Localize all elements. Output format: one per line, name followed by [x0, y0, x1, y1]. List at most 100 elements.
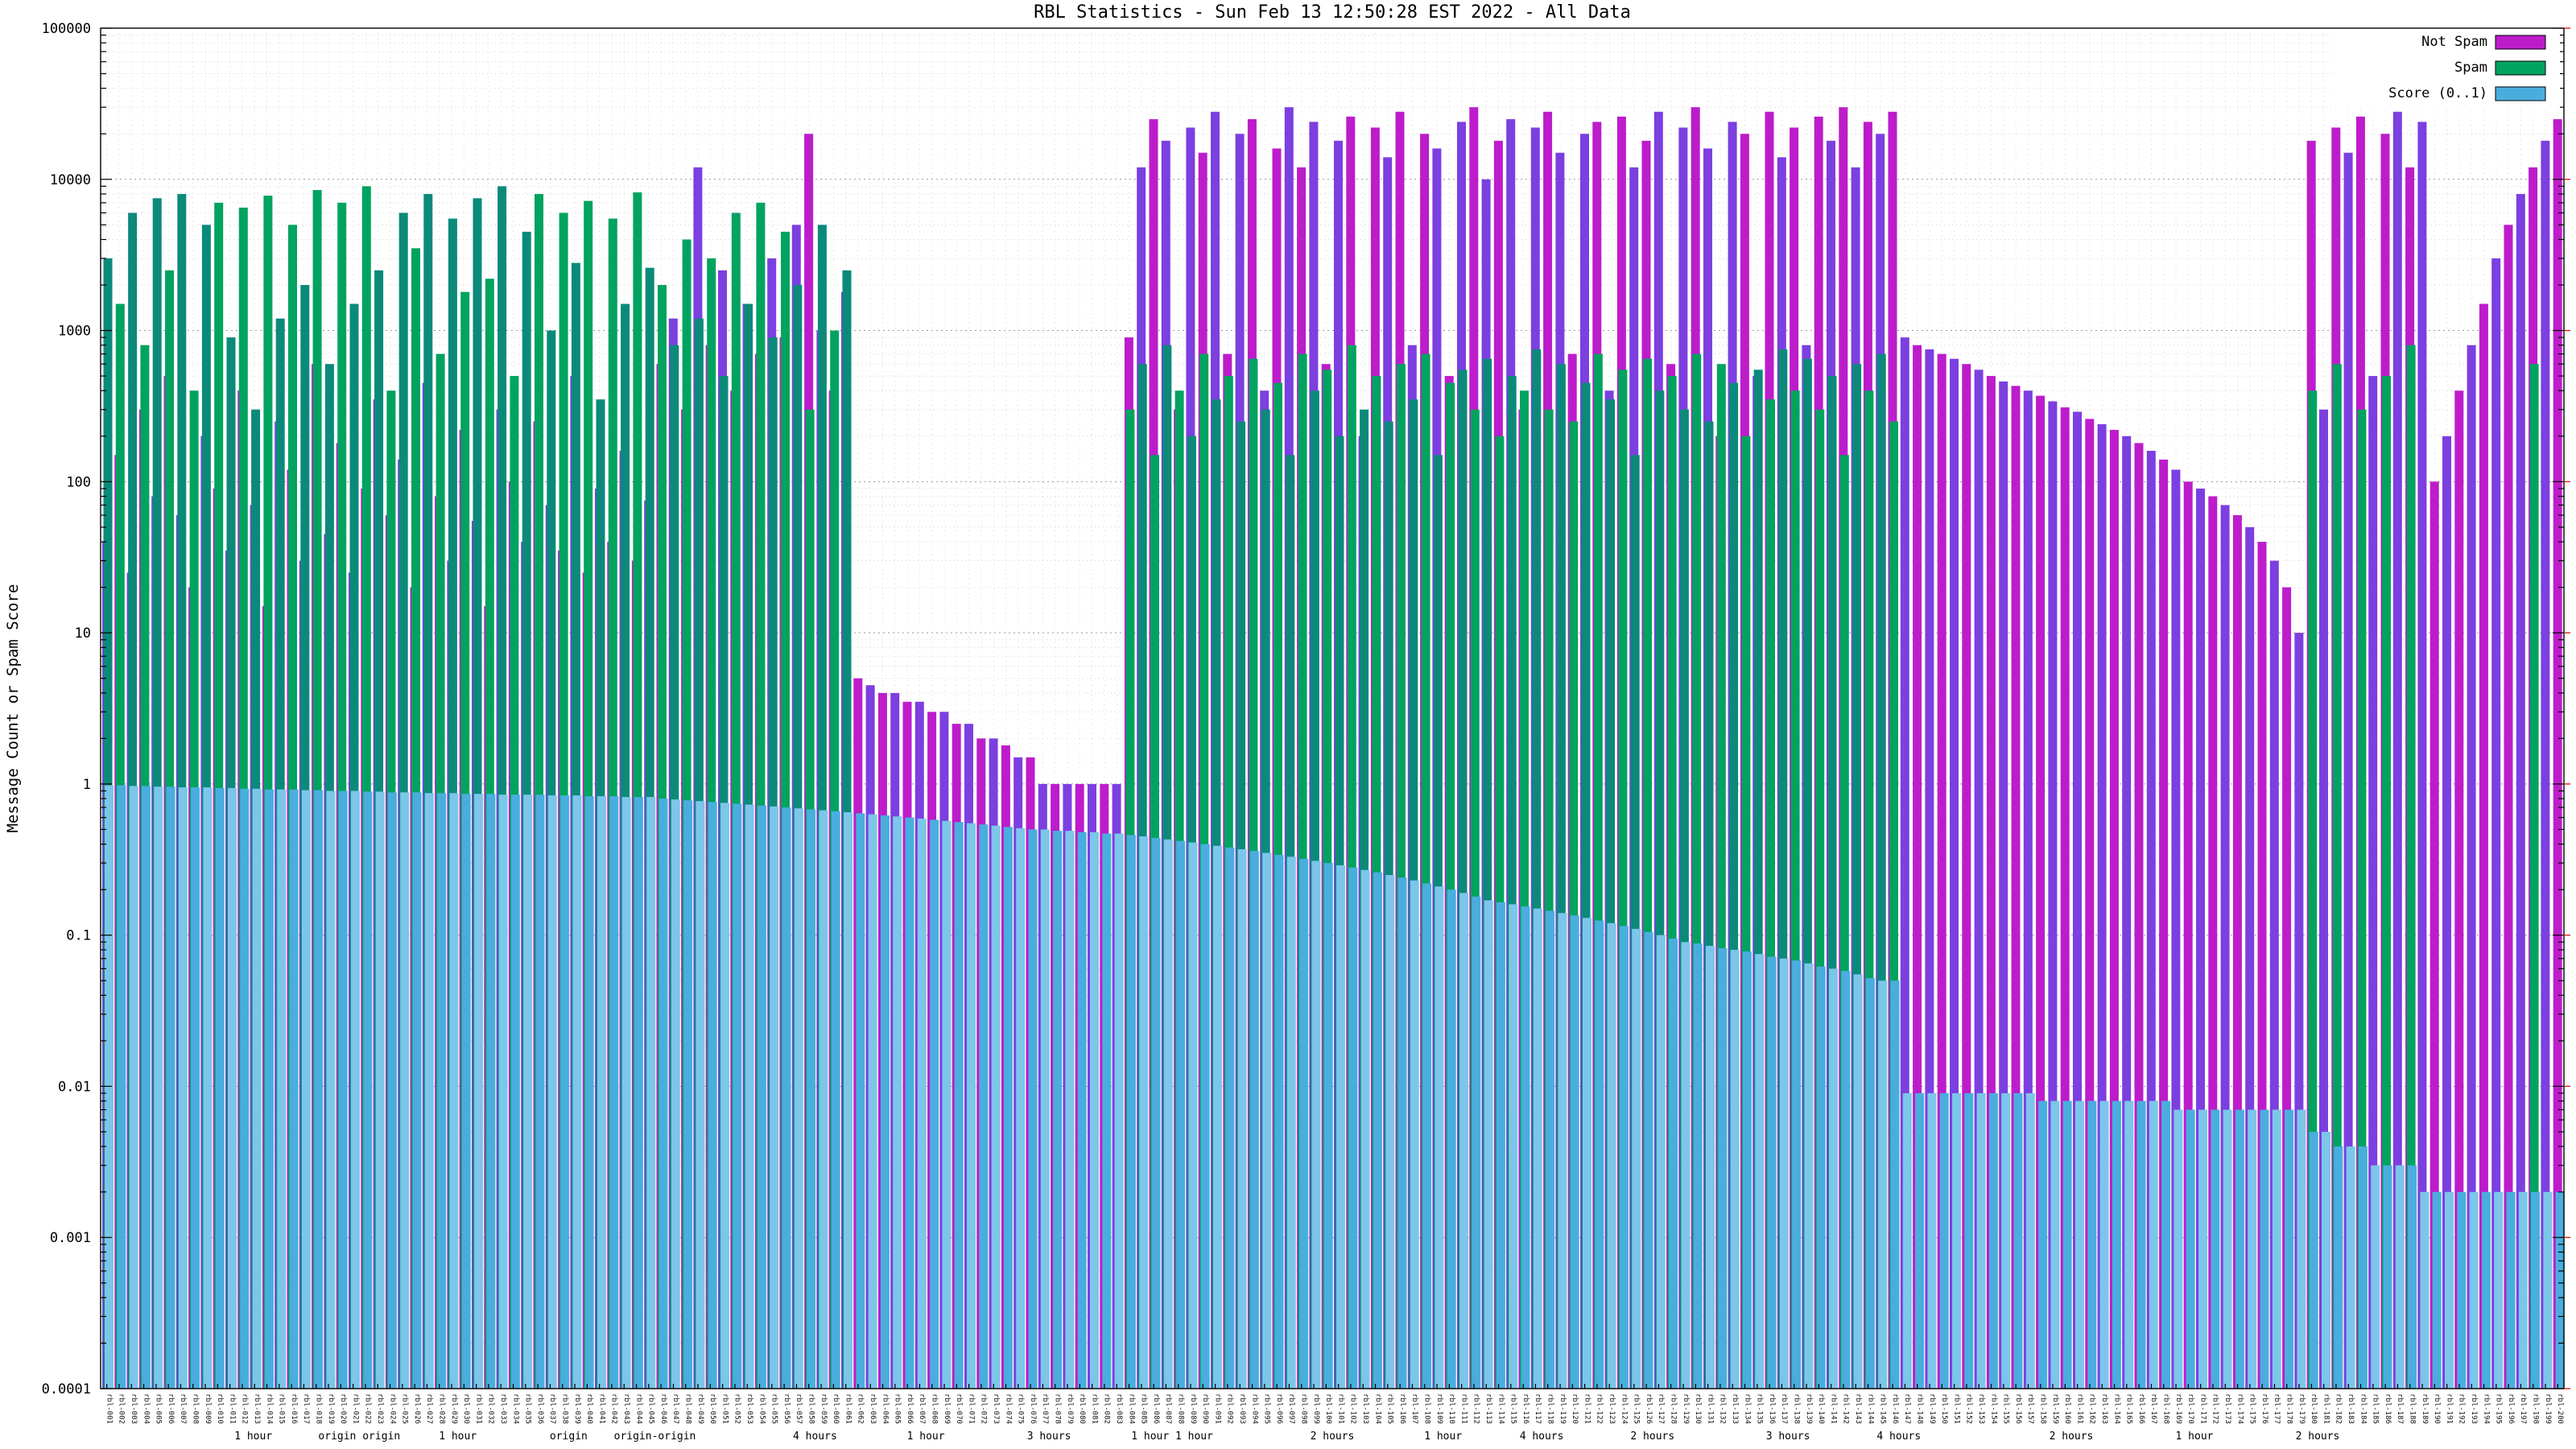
y-tick-label: 0.0001	[42, 1381, 91, 1397]
x-tick-label: rbl-048	[684, 1393, 692, 1424]
bar-not-spam	[2294, 633, 2304, 1389]
x-tick-label: rbl-017	[302, 1393, 310, 1424]
bar-spam	[312, 190, 322, 1389]
y-tick-label: 100000	[42, 21, 91, 37]
bar-score	[1878, 980, 1888, 1389]
x-annotation: 4 hours	[793, 1430, 837, 1443]
bar-not-spam	[2220, 505, 2230, 1389]
bar-score	[2260, 1109, 2269, 1389]
bar-score	[1286, 857, 1296, 1389]
x-tick-label: rbl-187	[2396, 1393, 2404, 1424]
bar-score	[1311, 861, 1321, 1389]
bar-not-spam	[2097, 423, 2107, 1389]
bar-score	[412, 792, 422, 1389]
bar-score	[1988, 1093, 1998, 1389]
x-tick-label: rbl-080	[1078, 1393, 1086, 1424]
x-annotation: 2 hours	[1630, 1430, 1674, 1443]
bar-not-spam	[2048, 401, 2058, 1389]
x-tick-label: rbl-063	[869, 1393, 877, 1424]
bar-score	[991, 825, 1001, 1389]
x-tick-label: rbl-025	[401, 1393, 409, 1424]
x-tick-label: rbl-047	[671, 1393, 679, 1424]
bar-score	[1607, 923, 1616, 1389]
x-tick-label: rbl-140	[1817, 1393, 1825, 1424]
bar-score	[2161, 1100, 2171, 1389]
bar-score	[338, 791, 348, 1389]
x-tick-label: rbl-056	[782, 1393, 791, 1424]
x-tick-label: rbl-024	[388, 1393, 396, 1424]
bar-series	[102, 107, 2565, 1389]
bar-score	[844, 812, 852, 1389]
x-tick-label: rbl-002	[118, 1393, 126, 1424]
bar-score	[1706, 945, 1715, 1389]
bar-score	[2408, 1165, 2417, 1389]
x-tick-label: rbl-013	[253, 1393, 261, 1424]
bar-spam	[1679, 409, 1689, 1389]
x-tick-label: rbl-116	[1521, 1393, 1530, 1424]
bar-score	[474, 794, 483, 1389]
bar-score	[1139, 836, 1149, 1389]
bar-spam	[1556, 364, 1566, 1389]
bar-not-spam	[2146, 451, 2156, 1389]
x-tick-label: rbl-190	[2433, 1393, 2441, 1424]
x-annotation: 4 hours	[1876, 1430, 1921, 1443]
x-tick-label: rbl-065	[894, 1393, 902, 1424]
bar-score	[1053, 831, 1063, 1389]
x-tick-label: rbl-168	[2162, 1393, 2170, 1424]
bar-score	[2309, 1131, 2318, 1389]
bar-spam	[1421, 353, 1430, 1389]
bar-spam	[1532, 349, 1542, 1389]
bar-score	[770, 806, 779, 1389]
bar-score	[2099, 1100, 2109, 1389]
x-tick-label: rbl-075	[1017, 1393, 1025, 1424]
x-tick-label: rbl-125	[1633, 1393, 1641, 1424]
x-annotation: origin origin	[318, 1430, 400, 1443]
bar-spam	[1802, 358, 1812, 1389]
bar-not-spam	[2109, 430, 2119, 1389]
x-tick-label: rbl-041	[597, 1393, 605, 1424]
x-tick-label: rbl-109	[1435, 1393, 1443, 1424]
x-tick-label: rbl-145	[1879, 1393, 1887, 1424]
bar-score	[1619, 926, 1629, 1389]
bar-spam	[1593, 353, 1603, 1389]
bar-score	[2174, 1109, 2183, 1389]
x-tick-label: rbl-033	[499, 1393, 507, 1424]
y-tick-label: 10000	[50, 172, 91, 188]
x-tick-label: rbl-174	[2235, 1393, 2244, 1424]
bar-score	[1435, 886, 1444, 1389]
x-tick-label: rbl-087	[1164, 1393, 1172, 1424]
x-tick-label: rbl-090	[1201, 1393, 1209, 1424]
x-tick-label: rbl-036	[536, 1393, 544, 1424]
x-tick-label: rbl-022	[364, 1393, 372, 1424]
bar-score	[2432, 1191, 2442, 1389]
x-tick-label: rbl-198	[2532, 1393, 2540, 1424]
bar-score	[424, 793, 434, 1389]
x-tick-label: rbl-178	[2285, 1393, 2293, 1424]
bar-score	[326, 791, 336, 1389]
bar-score	[979, 824, 989, 1389]
bar-score	[1632, 928, 1641, 1389]
bar-not-spam	[2454, 390, 2464, 1389]
bar-not-spam	[2319, 409, 2328, 1389]
x-tick-label: rbl-079	[1066, 1393, 1074, 1424]
bar-score	[2297, 1109, 2306, 1389]
bar-spam	[1606, 399, 1616, 1389]
bar-score	[1804, 963, 1814, 1389]
bar-not-spam	[2392, 111, 2402, 1389]
bar-score	[2322, 1131, 2330, 1389]
x-tick-label: rbl-011	[228, 1393, 236, 1424]
bar-spam	[1643, 358, 1652, 1389]
bar-spam	[731, 213, 741, 1389]
bar-score	[129, 786, 138, 1389]
x-tick-label: rbl-085	[1140, 1393, 1148, 1424]
bar-spam	[1864, 390, 1874, 1389]
x-tick-label: rbl-038	[561, 1393, 569, 1424]
x-tick-label: rbl-071	[967, 1393, 975, 1424]
x-annotation: 1 hour	[439, 1430, 477, 1443]
x-tick-label: rbl-091	[1213, 1393, 1221, 1424]
bar-spam	[1692, 353, 1702, 1389]
x-tick-label: rbl-159	[2051, 1393, 2059, 1424]
x-tick-label: rbl-027	[425, 1393, 433, 1424]
bar-spam	[1667, 376, 1677, 1389]
bar-score	[2445, 1191, 2454, 1389]
